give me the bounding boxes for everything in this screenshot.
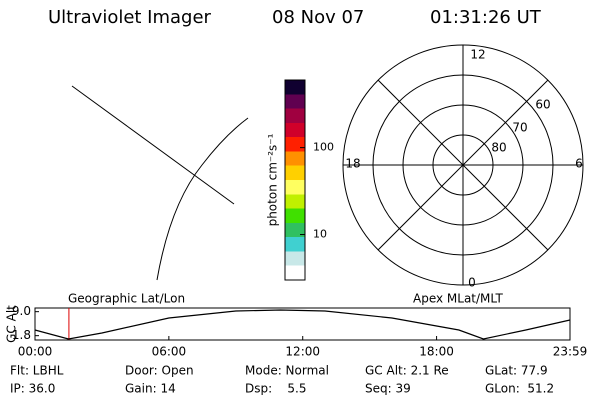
info-field: Flt: LBHL [10,364,64,378]
info-field: IP: 36.0 [10,382,55,396]
x-tick-label: 23:59 [553,345,588,359]
info-field: GLat: 77.9 [485,364,548,378]
mlt-label: 18 [345,157,360,171]
colorbar-label: photon cm⁻²s⁻¹ [266,133,280,226]
y-tick-label: 1.8 [12,328,31,342]
x-tick-label: 18:00 [419,345,454,359]
title: Ultraviolet Imager [48,7,212,28]
mlt-label: 12 [470,48,485,62]
altitude-line [34,309,571,340]
info-field: Dsp: 5.5 [245,382,307,396]
lat-label: 70 [512,121,527,135]
info-field: Seq: 39 [365,382,411,396]
lat-label: 80 [491,141,506,155]
x-tick-label: 00:00 [18,345,53,359]
time: 01:31:26 UT [430,7,542,28]
y-tick-label: 9.0 [12,304,31,318]
info-field: GC Alt: 2.1 Re [365,364,449,378]
info-field: Gain: 14 [125,382,176,396]
colorbar [284,79,306,281]
date: 08 Nov 07 [272,7,364,28]
track-label: Geographic Lat/Lon [68,292,185,306]
y-axis-label: GC Alt [5,305,19,343]
polar-grid [342,44,584,286]
x-tick-label: 06:00 [152,345,187,359]
mlt-label: 6 [575,157,583,171]
x-tick-label: 12:00 [285,345,320,359]
info-field: Door: Open [125,364,194,378]
colorbar-tick-label: 10 [313,228,327,241]
colorbar-tick-label: 100 [313,141,334,154]
plot-frame [34,307,571,341]
info-field: Mode: Normal [245,364,329,378]
mlt-label: 0 [468,276,476,290]
geo-grid [71,85,249,281]
lat-label: 60 [535,98,550,112]
track-label: Apex MLat/MLT [413,292,503,306]
info-field: GLon: 51.2 [485,382,554,396]
